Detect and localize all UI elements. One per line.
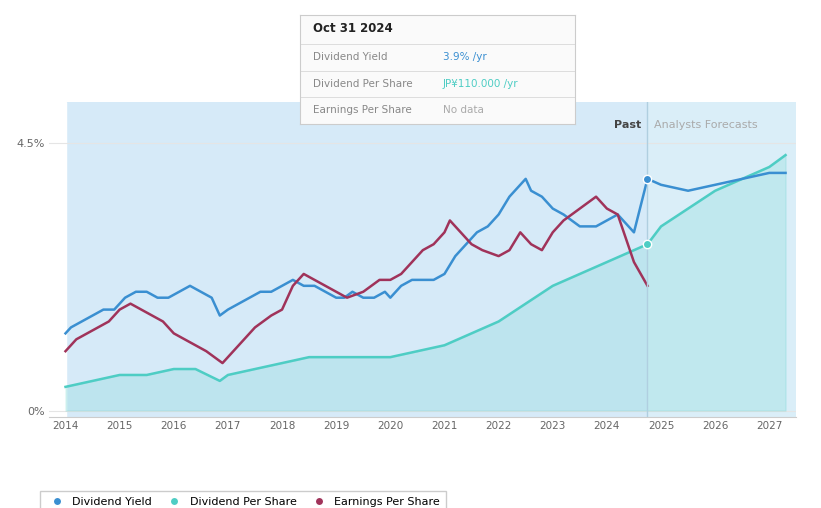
Bar <box>66 102 648 417</box>
Text: Earnings Per Share: Earnings Per Share <box>314 105 412 115</box>
Text: Oct 31 2024: Oct 31 2024 <box>314 22 393 36</box>
Text: Analysts Forecasts: Analysts Forecasts <box>654 120 758 130</box>
Bar <box>648 102 796 417</box>
Text: Dividend Per Share: Dividend Per Share <box>314 79 413 88</box>
Legend: Dividend Yield, Dividend Per Share, Earnings Per Share: Dividend Yield, Dividend Per Share, Earn… <box>40 491 446 508</box>
Text: Past: Past <box>614 120 641 130</box>
Text: 3.9% /yr: 3.9% /yr <box>443 52 486 62</box>
Text: JP¥110.000 /yr: JP¥110.000 /yr <box>443 79 518 88</box>
Text: No data: No data <box>443 105 484 115</box>
Bar <box>49 102 66 417</box>
Text: Dividend Yield: Dividend Yield <box>314 52 388 62</box>
